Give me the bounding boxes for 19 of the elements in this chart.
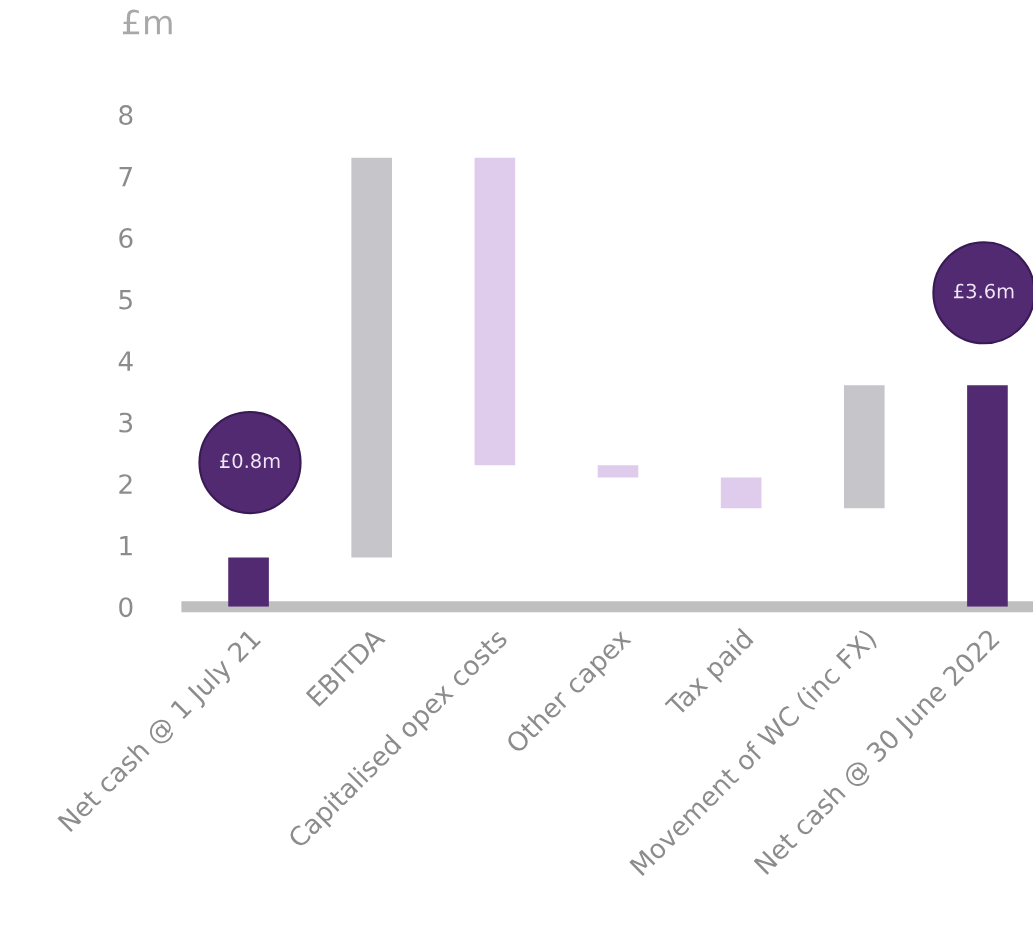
y-tick-label: 5 xyxy=(119,289,132,310)
y-tick-label: 4 xyxy=(118,351,133,371)
y-tick-label: 0 xyxy=(119,597,133,618)
y-tick-label: 1 xyxy=(120,536,132,556)
annotation: £3.6m xyxy=(954,283,1014,299)
bar xyxy=(597,465,639,478)
y-axis-title: £m xyxy=(122,9,172,35)
y-tick-label: 3 xyxy=(119,412,133,433)
y-tick-label: 6 xyxy=(119,228,133,249)
y-tick-label: 7 xyxy=(119,166,132,187)
bar xyxy=(228,557,269,607)
y-tick-label: 2 xyxy=(119,474,132,494)
bar xyxy=(967,385,1008,607)
bar xyxy=(351,157,393,558)
bar xyxy=(474,157,516,466)
bar xyxy=(843,385,885,509)
annotation: £0.8m xyxy=(220,453,280,469)
y-tick-label: 8 xyxy=(119,105,133,126)
bar xyxy=(720,477,762,509)
